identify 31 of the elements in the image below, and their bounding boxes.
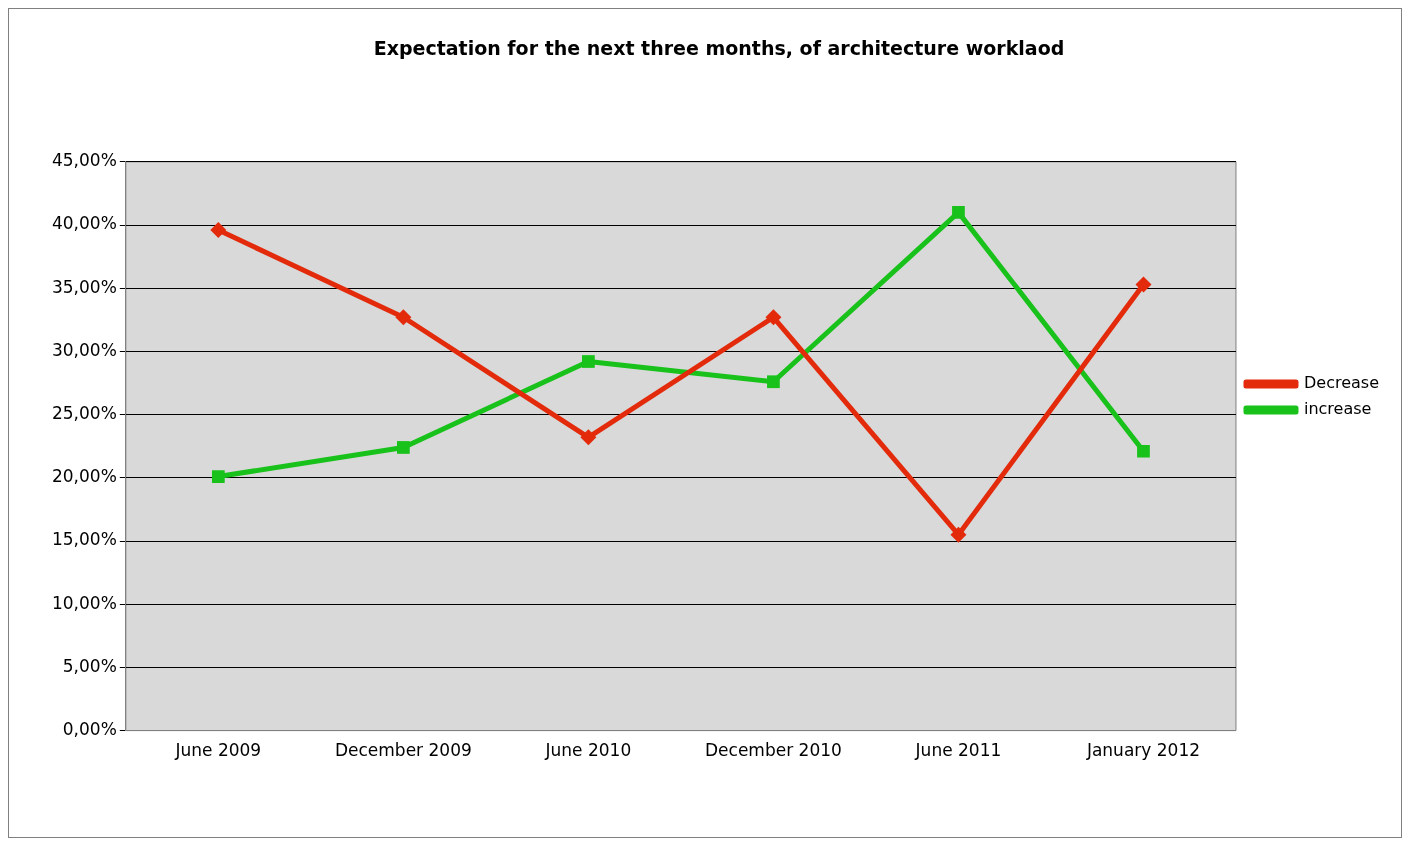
x-tick-label: June 2009 xyxy=(174,740,262,761)
point xyxy=(1137,444,1150,458)
y-tick-label: 25,00% xyxy=(51,403,117,424)
x-tick-label: December 2009 xyxy=(334,740,472,761)
point xyxy=(397,441,410,454)
point xyxy=(765,309,782,326)
point xyxy=(767,375,780,389)
y-tick-label: 5,00% xyxy=(62,655,117,676)
y-tick-label: 30,00% xyxy=(51,339,117,360)
point xyxy=(952,206,965,219)
point xyxy=(1135,276,1152,293)
y-tick-label: 20,00% xyxy=(51,466,117,487)
point xyxy=(580,429,597,446)
y-tick-label: 0,00% xyxy=(62,719,117,740)
y-tick-label: 45,00% xyxy=(51,150,117,171)
y-tick-label: 35,00% xyxy=(51,276,117,297)
y-tick-label: 40,00% xyxy=(51,213,117,234)
x-tick-label: December 2010 xyxy=(705,740,842,761)
point xyxy=(211,470,225,483)
legend-label: Decrease xyxy=(1303,373,1379,393)
chart-title: Expectation for the next three months, of architecture worklaod xyxy=(373,37,1065,60)
point xyxy=(395,309,412,326)
x-tick-label: June 2010 xyxy=(544,740,632,761)
x-tick-label: June 2011 xyxy=(914,740,1002,761)
y-tick-label: 10,00% xyxy=(51,592,117,613)
point xyxy=(582,355,595,368)
point xyxy=(950,526,967,543)
point xyxy=(210,222,227,239)
y-tick-label: 15,00% xyxy=(51,529,117,550)
x-tick-label: January 2012 xyxy=(1085,740,1201,761)
legend-label: increase xyxy=(1303,399,1372,419)
